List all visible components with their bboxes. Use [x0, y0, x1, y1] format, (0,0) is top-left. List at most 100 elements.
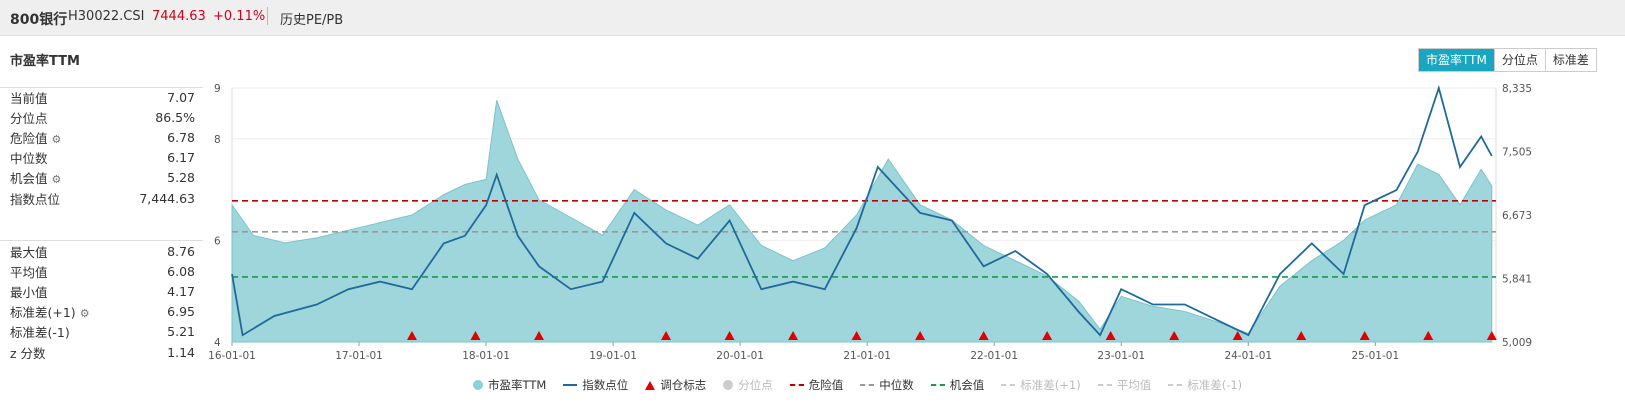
chart-legend: 市盈率TTM 指数点位 调仓标志 分位点 危险值 中位数 机会值 标准差(+1) 平均值 标准差(…: [473, 377, 1259, 393]
legend-label: 中位数: [879, 378, 914, 392]
legend-swatch: [473, 380, 483, 390]
stat-label: 平均值: [10, 264, 48, 280]
legend-label: 平均值: [1116, 378, 1152, 392]
legend-item[interactable]: 调仓标志: [645, 377, 706, 393]
rebalance-marker: [470, 331, 481, 340]
stat-row: 分位点 86.5%: [10, 107, 195, 127]
stat-row: 指数点位 7,444.63: [10, 188, 195, 208]
header-divider: [267, 7, 268, 25]
rebalance-marker: [1486, 331, 1497, 340]
legend-swatch: [1168, 384, 1183, 386]
index-code: H30022.CSI: [68, 9, 145, 24]
legend-item[interactable]: 分位点: [723, 377, 773, 393]
stat-value: 6.78: [167, 129, 195, 145]
gear-icon[interactable]: ⚙: [79, 307, 90, 321]
stat-label: 危险值: [10, 130, 48, 146]
x-tick-label: 17-01-01: [335, 350, 383, 362]
history-pe-pb-link[interactable]: 历史PE/PB: [280, 13, 344, 28]
legend-swatch: [1097, 384, 1112, 386]
stat-row: 危险值 ⚙ 6.78: [10, 127, 195, 147]
stat-value: 6.95: [167, 304, 195, 320]
stat-row: 最大值 8.76: [10, 241, 195, 261]
rebalance-marker: [534, 331, 545, 340]
index-change: +0.11%: [213, 9, 266, 24]
rebalance-marker: [1042, 331, 1053, 340]
stat-row: 最小值 4.17: [10, 281, 195, 301]
index-line: [231, 84, 1493, 337]
legend-swatch: [563, 384, 578, 386]
y-left-tick-label: 8: [214, 134, 221, 146]
gear-icon[interactable]: ⚙: [51, 173, 62, 187]
legend-item[interactable]: 标准差(-1): [1168, 377, 1242, 393]
x-tick-label: 16-01-01: [208, 350, 256, 362]
stat-row: 机会值 ⚙ 5.28: [10, 168, 195, 188]
rebalance-marker: [851, 331, 862, 340]
legend-label: 指数点位: [582, 378, 629, 392]
stat-value: 5.21: [167, 324, 195, 340]
rebalance-marker: [1423, 331, 1434, 340]
stat-label: 最小值: [10, 284, 48, 300]
y-right-tick-label: 5,841: [1502, 273, 1532, 285]
stat-value: 7,444.63: [139, 190, 195, 206]
current-stats: 当前值 7.07 分位点 86.5% 危险值 ⚙ 6.78 中位数 6.17 机会值 ⚙ 5.…: [10, 87, 195, 208]
stat-value: 6.08: [167, 263, 195, 279]
rebalance-marker: [788, 331, 799, 340]
legend-item[interactable]: 指数点位: [563, 377, 628, 393]
stat-label: z 分数: [10, 345, 46, 361]
legend-label: 标准差(-1): [1187, 378, 1243, 392]
y-left-tick-label: 9: [214, 83, 221, 95]
legend-swatch: [723, 380, 734, 390]
stat-row: 平均值 6.08: [10, 261, 195, 281]
x-tick-label: 19-01-01: [589, 350, 637, 362]
legend-label: 调仓标志: [660, 378, 707, 392]
y-right-tick-label: 8,335: [1502, 83, 1532, 95]
legend-item[interactable]: 机会值: [930, 377, 984, 393]
stat-label: 机会值: [10, 171, 48, 187]
section-title: 市盈率TTM: [10, 54, 80, 69]
legend-swatch: [860, 384, 875, 386]
tab-std-dev[interactable]: 标准差: [1544, 49, 1596, 71]
x-tick-label: 24-01-01: [1224, 350, 1272, 362]
stat-label: 标准差(-1): [10, 325, 70, 341]
x-tick-label: 23-01-01: [1097, 350, 1145, 362]
y-right-tick-label: 5,009: [1502, 337, 1532, 349]
historical-stats: 最大值 8.76 平均值 6.08 最小值 4.17 标准差(+1) ⚙ 6.95 标准差…: [10, 241, 195, 362]
y-left-tick-label: 6: [214, 235, 221, 247]
legend-swatch: [645, 380, 656, 390]
pe-ttm-area: [231, 100, 1493, 343]
rebalance-marker: [978, 331, 989, 340]
legend-item[interactable]: 中位数: [860, 377, 914, 393]
stat-value: 1.14: [167, 344, 195, 360]
y-left-tick-label: 4: [214, 337, 221, 349]
rebalance-marker: [406, 331, 417, 340]
stat-row: 当前值 7.07: [10, 87, 195, 107]
tab-percentile[interactable]: 分位点: [1493, 49, 1545, 71]
stat-label: 当前值: [10, 90, 48, 106]
x-tick-label: 21-01-01: [843, 350, 891, 362]
legend-swatch: [1001, 384, 1016, 386]
index-price: 7444.63: [152, 9, 206, 24]
stat-value: 5.28: [167, 170, 195, 186]
rebalance-marker: [1232, 331, 1243, 340]
rebalance-marker: [1105, 331, 1116, 340]
rebalance-marker: [915, 331, 926, 340]
divider: [0, 87, 203, 88]
x-tick-label: 18-01-01: [462, 350, 510, 362]
stat-label: 中位数: [10, 151, 48, 167]
legend-item[interactable]: 平均值: [1097, 377, 1152, 393]
tab-pe-ttm[interactable]: 市盈率TTM: [1419, 49, 1494, 71]
rebalance-marker: [661, 331, 672, 340]
legend-item[interactable]: 危险值: [789, 377, 844, 393]
legend-label: 分位点: [738, 378, 773, 392]
x-tick-label: 25-01-01: [1351, 350, 1399, 362]
legend-label: 危险值: [808, 378, 844, 392]
legend-item[interactable]: 标准差(+1): [1001, 377, 1081, 393]
stat-label: 指数点位: [10, 191, 61, 207]
stat-label: 标准差(+1): [10, 305, 76, 321]
y-right-tick-label: 6,673: [1502, 210, 1532, 222]
rebalance-marker: [1169, 331, 1180, 340]
legend-item[interactable]: 市盈率TTM: [473, 377, 546, 393]
stat-value: 6.17: [167, 150, 195, 166]
gear-icon[interactable]: ⚙: [51, 132, 62, 146]
